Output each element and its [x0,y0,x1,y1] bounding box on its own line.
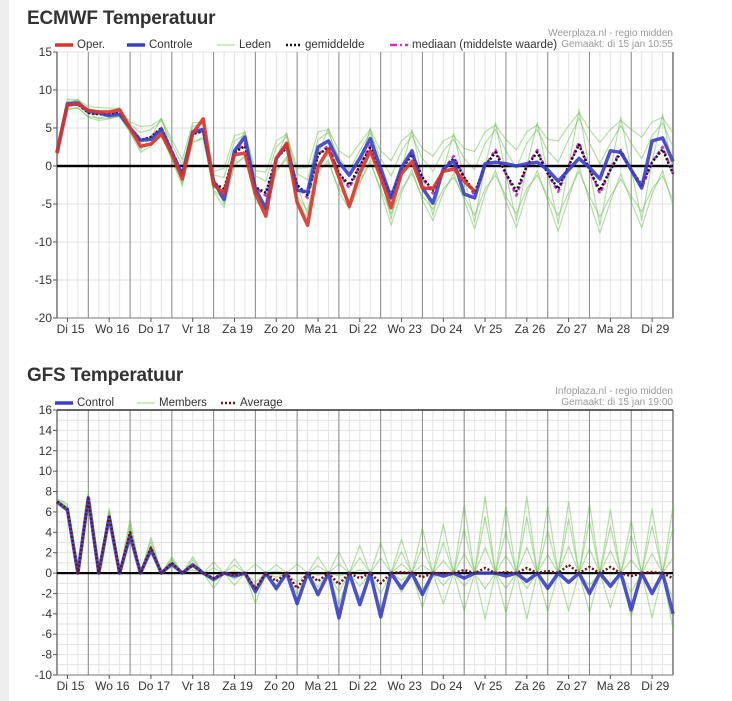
gfs-credits: Infoplaza.nl - regio midden Gemaakt: di … [555,386,673,408]
x-tick-label: Di 29 [641,679,669,693]
x-tick-label: Ma 21 [304,679,338,693]
x-tick-label: Vr 18 [182,322,211,336]
member-line [56,99,674,182]
legend-members-label: Members [159,397,207,409]
y-tick-label: -6 [41,627,52,641]
y-tick-label: 4 [45,525,52,539]
x-tick-label: Vr 25 [474,679,503,693]
y-tick-label: -8 [41,648,52,662]
x-tick-label: Za 26 [515,322,546,336]
x-tick-label: Wo 23 [387,322,422,336]
x-tick-label: Wo 16 [95,679,130,693]
legend-controle-swatch-icon [127,43,145,47]
legend-controle-label: Controle [149,39,193,51]
x-tick-label: Zo 27 [556,322,587,336]
legend-gemiddelde-label: gemiddelde [305,39,365,51]
x-tick-label: Ma 21 [304,322,338,336]
legend-control-swatch-icon [55,401,73,405]
y-tick-label: -5 [41,197,52,211]
x-tick-label: Do 24 [430,322,462,336]
legend-mediaan-swatch-icon [390,43,408,47]
series-line-average [56,497,674,590]
x-tick-label: Za 19 [222,679,253,693]
x-tick-label: Di 15 [57,679,85,693]
legend-leden: Leden [217,39,271,51]
x-tick-label: Do 17 [138,322,170,336]
member-line [56,98,674,173]
y-tick-label: 10 [39,83,53,97]
legend-control: Control [55,397,114,409]
ecmwf-chart-title: ECMWF Temperatuur [27,8,216,29]
x-tick-label: Ma 28 [597,322,631,336]
x-tick-label: Do 17 [138,679,170,693]
y-tick-label: 16 [39,403,53,417]
x-tick-label: Wo 23 [387,679,422,693]
legend-oper: Oper. [55,39,105,51]
x-tick-label: Ma 28 [597,679,631,693]
y-tick-label: 14 [39,423,53,437]
x-tick-label: Wo 16 [95,322,130,336]
legend-gemiddelde: gemiddelde [285,39,364,51]
gfs-chart: 16 14 12 10 8 6 4 2 0 -2 -4 -6 -8 -10 Di 15 Wo 16 Do 17 V… [35,403,675,693]
legend-mediaan: mediaan (middelste waarde) [390,39,557,51]
legend-oper-swatch-icon [55,43,73,47]
legend-leden-label: Leden [239,39,271,51]
legend-members-swatch-icon [137,402,155,404]
y-tick-label: 15 [39,45,53,59]
y-tick-label: -10 [35,668,53,682]
y-tick-label: 2 [45,546,52,560]
x-tick-label: Zo 20 [264,679,295,693]
legend-mediaan-label: mediaan (middelste waarde) [412,39,558,51]
x-tick-label: Zo 27 [556,679,587,693]
x-tick-label: Di 29 [641,322,669,336]
y-tick-label: 12 [39,444,53,458]
legend-average-label: Average [240,397,283,409]
legend-average: Average [220,397,283,409]
legend-control-label: Control [77,397,115,409]
legend-controle: Controle [127,39,192,51]
x-tick-label: Vr 18 [182,679,211,693]
y-tick-label: -15 [35,273,53,287]
member-line [56,497,674,583]
x-tick-label: Za 26 [515,679,546,693]
legend-leden-swatch-icon [217,44,235,46]
y-tick-label: 8 [45,485,52,499]
ecmwf-credits: Weerplaza.nl - regio midden Gemaakt: di … [548,28,673,50]
x-tick-label: Zo 20 [264,322,295,336]
x-tick-label: Vr 25 [474,322,503,336]
y-tick-label: -4 [41,607,52,621]
x-tick-label: Za 19 [222,322,253,336]
gfs-chart-title: GFS Temperatuur [27,365,184,386]
series-line-oper [55,101,476,228]
gfs-credits-source: Infoplaza.nl - regio midden [555,386,673,397]
legend-members: Members [137,397,207,409]
x-tick-label: Do 24 [430,679,462,693]
y-tick-label: 0 [45,566,52,580]
x-tick-label: Di 22 [349,322,377,336]
legend-oper-label: Oper. [77,39,106,51]
y-tick-label: 5 [45,121,52,135]
ecmwf-chart: 15 10 5 0 -5 -10 -15 -20 Di 15 Wo 16 Do 17 Vr 18 Za … [35,45,675,336]
member-line [56,493,674,574]
x-tick-label: Di 15 [57,322,85,336]
gfs-credits-created: Gemaakt: di 15 jan 19:00 [561,397,673,408]
ecmwf-credits-created: Gemaakt: di 15 jan 10:55 [561,39,673,50]
y-tick-label: 6 [45,505,52,519]
y-tick-label: 0 [45,159,52,173]
ecmwf-credits-source: Weerplaza.nl - regio midden [548,28,673,39]
y-tick-label: -2 [41,586,52,600]
y-tick-label: -10 [35,235,53,249]
series-line-controle [55,101,675,211]
y-tick-label: -20 [35,311,53,325]
x-tick-label: Di 22 [349,679,377,693]
y-tick-label: 10 [39,464,53,478]
page-left-border [0,0,9,701]
